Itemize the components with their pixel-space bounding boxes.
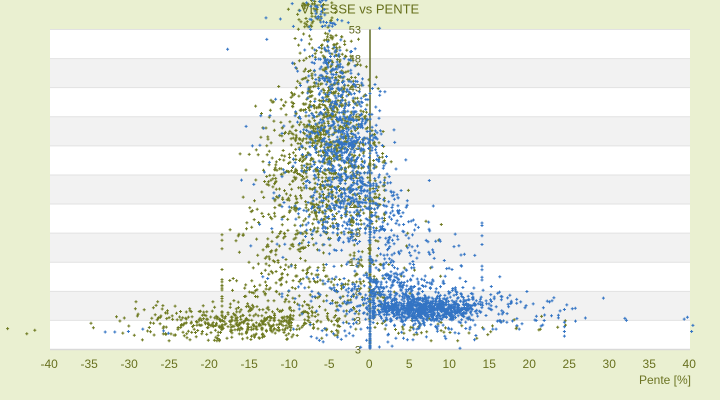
svg-text:10: 10	[443, 357, 457, 371]
svg-text:-20: -20	[201, 357, 219, 371]
svg-text:53: 53	[349, 25, 361, 37]
svg-text:-40: -40	[41, 357, 59, 371]
svg-text:35: 35	[643, 357, 657, 371]
svg-text:3: 3	[355, 345, 361, 357]
svg-text:25: 25	[563, 357, 577, 371]
svg-text:VITESSE vs PENTE: VITESSE vs PENTE	[301, 2, 420, 17]
svg-text:5: 5	[406, 357, 413, 371]
svg-text:-15: -15	[241, 357, 259, 371]
svg-text:-25: -25	[161, 357, 179, 371]
svg-text:8: 8	[355, 286, 361, 298]
svg-text:48: 48	[349, 54, 361, 66]
svg-text:30: 30	[603, 357, 617, 371]
svg-text:0: 0	[366, 357, 373, 371]
svg-text:-30: -30	[121, 357, 139, 371]
svg-text:Pente [%]: Pente [%]	[639, 373, 691, 387]
svg-text:3: 3	[355, 315, 361, 327]
svg-text:-35: -35	[81, 357, 99, 371]
svg-text:20: 20	[523, 357, 537, 371]
svg-text:-10: -10	[281, 357, 299, 371]
svg-text:40: 40	[683, 357, 697, 371]
svg-text:15: 15	[483, 357, 497, 371]
svg-text:-5: -5	[324, 357, 335, 371]
